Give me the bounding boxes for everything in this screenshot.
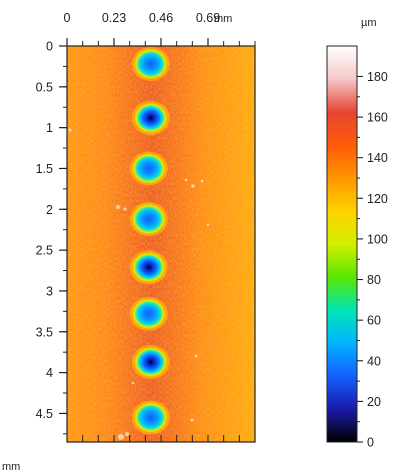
well-core xyxy=(133,402,168,434)
colorbar-unit: µm xyxy=(361,17,377,29)
y-tick-label: 4.5 xyxy=(36,407,53,421)
y-axis-ticks: 0 0.5 1 1.5 2 2.5 3 3.5 4 4.5 xyxy=(36,40,67,435)
y-tick-label: 0.5 xyxy=(36,80,53,94)
colorbar: 0 20 40 60 80 100 120 140 160 180 µm xyxy=(326,17,388,450)
colorbar-tick-label: 140 xyxy=(367,151,388,165)
colorbar-tick-label: 80 xyxy=(367,273,381,287)
well-6 xyxy=(129,296,168,331)
y-tick-label: 3 xyxy=(46,284,53,298)
well-8 xyxy=(131,400,170,435)
x-tick-label: 0.69 xyxy=(196,11,220,25)
colorbar-tick-label: 40 xyxy=(367,354,381,368)
colorbar-tick-label: 180 xyxy=(367,70,388,84)
well-7 xyxy=(131,344,170,379)
colorbar-tick-label: 100 xyxy=(367,232,388,246)
well-markers xyxy=(129,46,170,435)
y-tick-label: 1 xyxy=(46,121,53,135)
y-tick-label: 0 xyxy=(46,40,53,54)
height-map-plot: 0 0.23 0.46 0.69 0 0.5 1 1.5 2 2.5 3 3.5 4 4.5 mm mm xyxy=(2,11,256,473)
well-core xyxy=(131,251,166,283)
colorbar-tick-label: 120 xyxy=(367,192,388,206)
well-core xyxy=(131,203,166,235)
colorbar-tick-label: 60 xyxy=(367,314,381,328)
well-core xyxy=(133,346,168,378)
y-tick-label: 2.5 xyxy=(36,244,53,258)
colorbar-tick-label: 160 xyxy=(367,111,388,125)
well-core xyxy=(133,48,168,80)
well-3 xyxy=(129,151,168,186)
x-tick-label: 0 xyxy=(64,11,71,25)
surface-speckles xyxy=(68,128,210,440)
well-core xyxy=(133,102,168,134)
well-core xyxy=(131,298,166,330)
colorbar-ticks: 0 20 40 60 80 100 120 140 160 180 xyxy=(357,70,388,450)
y-tick-label: 1.5 xyxy=(36,162,53,176)
x-axis-ticks: 0 0.23 0.46 0.69 xyxy=(64,11,256,442)
colorbar-tick-label: 0 xyxy=(367,436,374,450)
well-1 xyxy=(131,46,170,81)
colorbar-tick-label: 20 xyxy=(367,395,381,409)
well-4 xyxy=(129,202,168,237)
well-2 xyxy=(131,100,170,135)
x-axis-unit: mm xyxy=(214,13,232,25)
y-tick-label: 3.5 xyxy=(36,325,53,339)
y-tick-label: 4 xyxy=(46,366,53,380)
colorbar-scale xyxy=(326,45,358,443)
y-tick-label: 2 xyxy=(46,203,53,217)
y-axis-unit: mm xyxy=(2,461,20,473)
x-tick-label: 0.46 xyxy=(149,11,173,25)
x-tick-label: 0.23 xyxy=(102,11,126,25)
well-core xyxy=(131,152,166,184)
well-5 xyxy=(129,250,168,285)
